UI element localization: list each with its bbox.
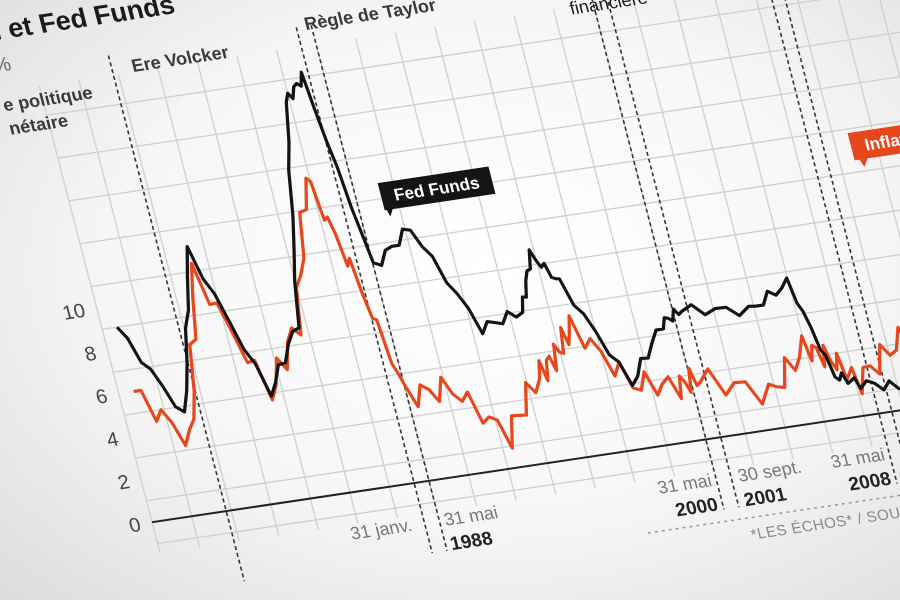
unit-label: % [0, 53, 14, 77]
zero-baseline [151, 379, 900, 524]
svg-text:6: 6 [93, 386, 110, 409]
svg-text:8: 8 [82, 343, 99, 366]
svg-text:Ere Volcker: Ere Volcker [129, 42, 231, 76]
svg-text:nétaire: nétaire [7, 111, 70, 139]
svg-text:31 mai: 31 mai [442, 502, 500, 529]
svg-text:31 janv.: 31 janv. [348, 515, 414, 544]
svg-text:Règle de Taylor: Règle de Taylor [302, 0, 438, 34]
svg-text:1988: 1988 [448, 528, 495, 555]
svg-text:2001: 2001 [742, 484, 789, 511]
source-divider [647, 461, 900, 534]
chart-grid [38, 0, 900, 554]
era-boundaries [107, 0, 900, 582]
svg-text:10: 10 [60, 300, 88, 325]
svg-text:2000: 2000 [673, 495, 720, 522]
fed-funds-legend-label: Fed Funds [377, 166, 496, 217]
chart-title: n et Fed Funds [0, 0, 178, 47]
svg-text:30 sept.: 30 sept. [735, 457, 803, 486]
era-label-politique: e politique nétaire [1, 83, 95, 139]
svg-text:0: 0 [127, 514, 144, 537]
inflation-legend-label: Inflation [847, 119, 900, 167]
svg-text:4: 4 [105, 429, 122, 452]
svg-text:2: 2 [116, 471, 133, 494]
era-label-taylor: Ere Règle de Taylor [302, 0, 438, 34]
svg-text:31 mai: 31 mai [655, 470, 713, 497]
era-label-volcker: Ere Volcker [129, 42, 231, 76]
svg-text:31 mai: 31 mai [828, 444, 886, 471]
inflation-series [133, 176, 900, 450]
y-axis-ticks: 0 2 4 6 8 10 [60, 300, 144, 537]
svg-text:2008: 2008 [846, 469, 893, 496]
fed-funds-series [115, 70, 900, 414]
